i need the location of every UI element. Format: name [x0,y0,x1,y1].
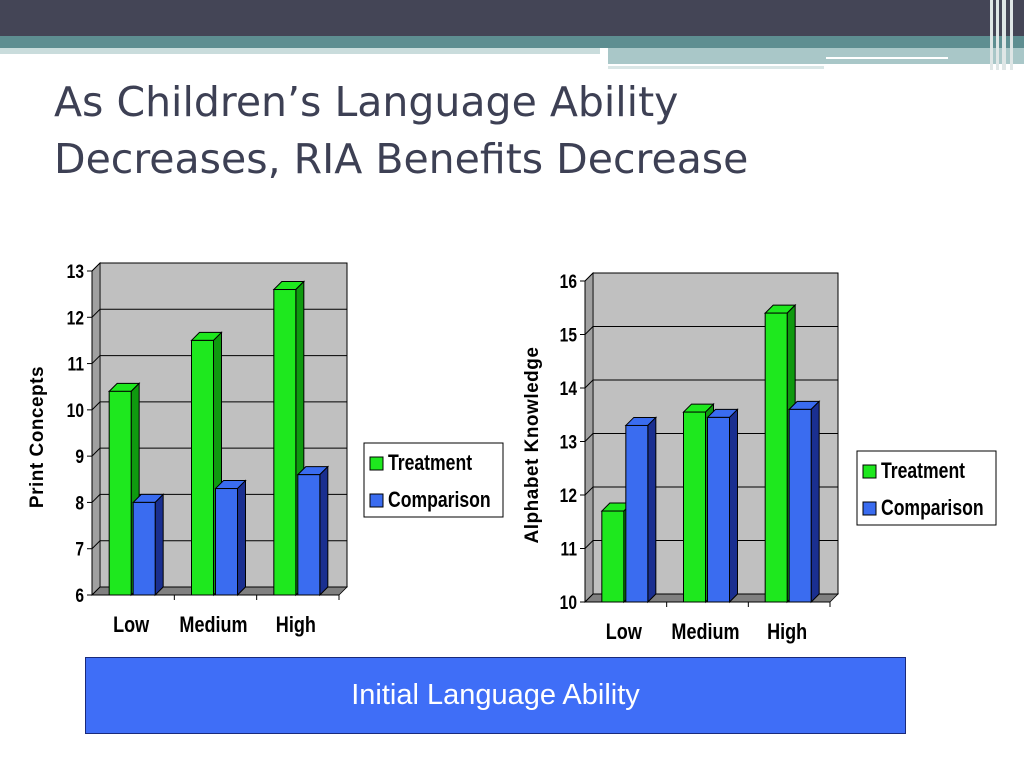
chart1-comparison-bar-medium-front [215,488,238,596]
chart2-comparison-bar-high-side [810,400,820,604]
chart2-treatment-bar-high-front [764,312,788,603]
header-bar [0,0,1024,36]
x-axis-caption-box: Initial Language Ability [85,657,906,734]
chart1-gridline [91,308,347,318]
chart1-x-tick-label-medium: Medium [179,613,247,637]
chart1-legend [363,442,504,518]
chart1-treatment-bar-high-front [273,289,297,596]
chart1-comparison-bar-high-front [297,474,321,596]
chart1-comparison-bar-medium-side [237,479,246,597]
header-thin-stripe [608,66,824,69]
chart2-y-tick-label: 16 [560,271,578,293]
chart1-comparison-bar-low-side [154,493,164,597]
chart2-x-tick-label-high: High [767,620,807,644]
chart1-comparison-bar-low [131,493,165,597]
chart1-gridline [91,401,347,411]
chart2-y-tick-label: 12 [560,485,577,507]
chart2-comparison-bar-medium [706,408,739,604]
chart2-y-tick-label: 15 [560,324,578,346]
chart2-y-axis-title: Alphabet Knowledge [522,347,543,544]
chart1-legend-swatch-treatment [369,456,384,471]
chart2-comparison-bar-low-side [647,416,657,604]
chart1-gridline [91,586,347,596]
chart2-y-tick-label: 14 [560,378,578,400]
chart2-gridline [584,379,838,389]
chart2-legend-label-treatment: Treatment [881,459,965,483]
header-accent-bar [0,36,1024,48]
chart1-y-tick-label: 11 [68,353,85,375]
chart2-treatment-bar-medium-front [683,411,706,603]
chart1-x-tick-label-high: High [276,613,316,637]
chart1-y-tick-label: 6 [75,585,84,607]
chart2-gridline [584,593,838,603]
chart2-comparison-bar-high-front [788,408,812,603]
x-axis-caption: Initial Language Ability [351,679,640,711]
header-light-stripe [0,48,600,54]
chart1-y-tick-label: 10 [67,399,84,421]
chart1-y-tick-label: 7 [75,538,84,560]
chart1-y-tick-label: 8 [75,492,84,514]
chart1-legend-swatch-comparison [369,493,384,508]
chart1-legend-label-comparison: Comparison [388,488,491,512]
chart1-treatment-bar-medium-front [191,339,214,596]
chart1-gridline [91,355,347,364]
chart1-comparison-bar-low-front [132,501,156,596]
chart1-y-axis-title: Print Concepts [27,366,48,508]
chart2-gridline [584,486,838,496]
chart2-y-tick-label: 11 [561,538,578,560]
chart2-x-tick-label-medium: Medium [671,620,739,644]
chart2-y-tick-label: 13 [560,431,578,453]
chart1-gridline [91,447,347,457]
header-corner-lines [986,0,1024,70]
chart2-legend-swatch-treatment [862,464,877,479]
chart1-comparison-bar-high-side [319,465,329,597]
chart1-treatment-bar-low-front [108,390,132,596]
slide-title-line-2: Decreases, RIA Benefits Decrease [54,135,749,183]
chart2-gridline [584,540,838,549]
chart2-comparison-bar-low-front [625,424,649,603]
chart2-comparison-bar-medium-front [707,416,730,603]
chart2-comparison-bar-medium-side [729,408,738,604]
chart2-legend [856,450,997,526]
header-white-line [826,57,948,59]
chart1-comparison-bar-medium [214,479,247,597]
chart1-comparison-bar-high [296,465,330,597]
chart2-gridline [584,433,838,442]
chart2-treatment-bar-low-front [601,510,625,603]
chart2-legend-label-comparison: Comparison [881,496,984,520]
chart2-gridline [584,326,838,335]
chart1-legend-label-treatment: Treatment [388,451,472,475]
chart2-legend-swatch-comparison [862,501,877,516]
chart1-gridline [91,493,347,503]
chart1-x-tick-label-low: Low [113,613,149,637]
chart1-y-tick-label: 13 [67,261,85,283]
chart2-x-tick-label-low: Low [606,620,642,644]
slide-title-line-1: As Children’s Language Ability [54,78,679,126]
chart1-y-tick-label: 12 [67,307,84,329]
slide-title: As Children’s Language Ability Decreases… [54,74,994,188]
chart2-comparison-bar-low [624,416,658,604]
chart2-comparison-bar-high [787,400,821,604]
chart1-y-tick-label: 9 [75,446,84,468]
chart1-gridline [91,540,347,550]
chart2-gridline [584,272,838,282]
header-light-stripe-right [608,48,1024,64]
chart1-gridline [91,262,347,272]
chart2-y-tick-label: 10 [560,592,577,614]
